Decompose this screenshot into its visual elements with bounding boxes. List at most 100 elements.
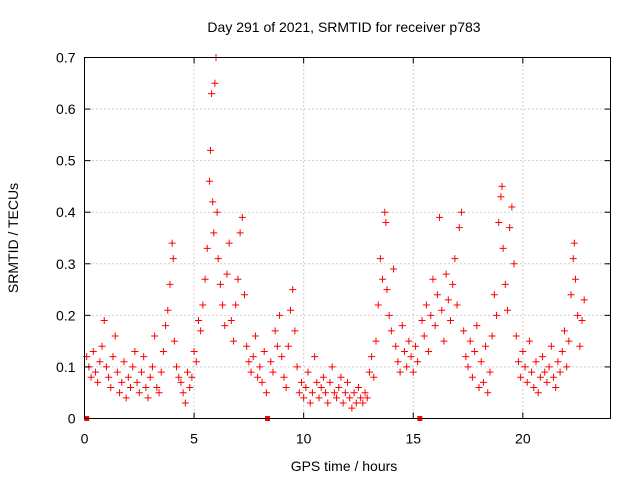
data-point	[436, 213, 444, 221]
data-point	[89, 347, 97, 355]
chart-title: Day 291 of 2021, SRMTID for receiver p78…	[207, 19, 480, 35]
data-point	[243, 342, 251, 350]
data-point	[326, 378, 334, 386]
data-point	[440, 337, 448, 345]
data-point	[400, 347, 408, 355]
data-point	[455, 224, 463, 232]
data-point	[140, 353, 148, 361]
data-point	[514, 358, 522, 366]
data-point	[381, 208, 389, 216]
data-point	[221, 322, 229, 330]
data-point	[539, 353, 547, 361]
data-point	[556, 368, 564, 376]
data-point	[227, 317, 235, 325]
data-point	[341, 389, 349, 397]
data-point	[169, 255, 177, 263]
data-point	[385, 311, 393, 319]
data-point	[543, 378, 551, 386]
data-point	[177, 378, 185, 386]
data-points	[83, 54, 588, 412]
data-point	[471, 347, 479, 355]
data-point	[214, 255, 222, 263]
data-point	[407, 353, 415, 361]
data-point	[414, 358, 422, 366]
y-tick-label: 0.5	[56, 153, 76, 169]
data-point	[129, 363, 137, 371]
data-point	[350, 389, 358, 397]
data-point	[498, 182, 506, 190]
data-point	[304, 368, 312, 376]
data-point	[567, 291, 575, 299]
data-point	[536, 373, 544, 381]
data-point	[517, 373, 525, 381]
y-tick-label: 0.2	[56, 307, 76, 323]
data-point	[322, 389, 330, 397]
data-point	[96, 358, 104, 366]
data-point	[295, 389, 303, 397]
data-point	[175, 373, 183, 381]
data-point	[365, 368, 373, 376]
data-point	[287, 306, 295, 314]
data-point	[390, 265, 398, 273]
data-point	[333, 394, 341, 402]
data-point	[240, 291, 248, 299]
data-point	[282, 384, 290, 392]
data-point	[245, 358, 253, 366]
data-point	[137, 368, 145, 376]
data-point	[534, 389, 542, 397]
data-point	[311, 353, 319, 361]
data-point	[209, 198, 217, 206]
y-axis-title: SRMTID / TECUs	[5, 183, 21, 293]
data-point	[361, 389, 369, 397]
data-point	[473, 322, 481, 330]
data-point	[578, 317, 586, 325]
data-point	[438, 306, 446, 314]
data-point	[490, 291, 498, 299]
axis-ticks	[84, 57, 611, 419]
data-point	[425, 347, 433, 355]
data-point	[306, 399, 314, 407]
data-point	[210, 229, 218, 237]
data-point	[506, 224, 514, 232]
data-point	[479, 378, 487, 386]
data-point	[468, 373, 476, 381]
data-point	[501, 280, 509, 288]
data-point	[510, 260, 518, 268]
data-point	[357, 394, 365, 402]
data-point	[98, 342, 106, 350]
data-point	[223, 270, 231, 278]
data-point	[297, 378, 305, 386]
data-point	[208, 90, 216, 98]
data-point	[460, 327, 468, 335]
data-point	[396, 368, 404, 376]
data-point	[541, 368, 549, 376]
data-point	[293, 363, 301, 371]
y-tick-label: 0.1	[56, 359, 76, 375]
data-point	[124, 373, 132, 381]
data-point	[339, 399, 347, 407]
data-point	[194, 317, 202, 325]
data-point	[444, 296, 452, 304]
data-point	[179, 389, 187, 397]
data-point	[495, 219, 503, 227]
data-point	[199, 301, 207, 309]
data-point	[420, 332, 428, 340]
y-tick-labels: 0 0.1 0.2 0.3 0.4 0.5 0.6 0.7	[56, 50, 76, 427]
y-tick-label: 0.6	[56, 101, 76, 117]
data-point	[87, 373, 95, 381]
x-tick-label: 20	[515, 431, 531, 447]
y-tick-label: 0.4	[56, 204, 76, 220]
data-point	[525, 337, 533, 345]
grid-lines	[84, 57, 611, 419]
data-point	[422, 301, 430, 309]
y-tick-label: 0.7	[56, 50, 76, 66]
data-point	[207, 146, 215, 154]
data-point	[102, 363, 110, 371]
data-point	[254, 373, 262, 381]
data-point	[571, 275, 579, 283]
data-point	[503, 306, 511, 314]
data-point	[580, 296, 588, 304]
data-point	[374, 301, 382, 309]
x-tick-label: 10	[296, 431, 312, 447]
data-point	[219, 301, 227, 309]
